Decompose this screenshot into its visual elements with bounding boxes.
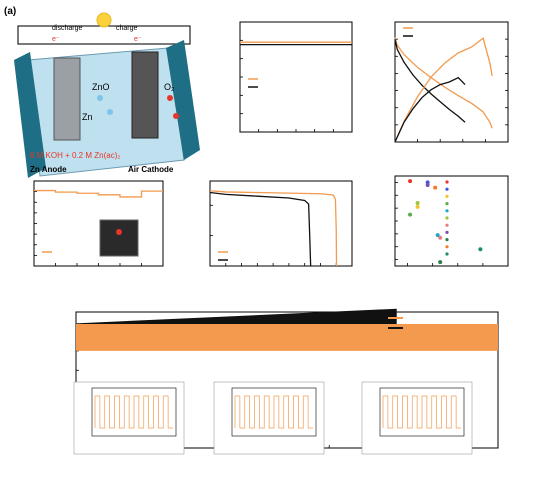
legend-marker <box>445 216 449 220</box>
led-icon <box>116 229 122 235</box>
series-line-3 <box>394 76 466 143</box>
scatter-point <box>435 233 440 238</box>
legend-marker <box>445 180 449 184</box>
legend-marker <box>445 223 449 227</box>
discharge-label: discharge <box>52 25 82 32</box>
series-line-0 <box>34 189 163 198</box>
scatter-point <box>408 212 413 217</box>
scatter-point <box>415 201 420 205</box>
scatter-point <box>433 185 438 190</box>
electrolyte-label: 6 M KOH + 0.2 M Zn(ac)₂ <box>30 151 120 160</box>
scatter-point <box>438 235 443 240</box>
chart-c <box>394 21 509 143</box>
oxygen-dot <box>167 95 173 101</box>
charge-label: charge <box>116 25 138 32</box>
external-circuit <box>17 25 191 45</box>
oxygen-dot <box>173 113 179 119</box>
chart-b <box>239 21 353 133</box>
bulb-icon <box>96 12 112 28</box>
series-line-0 <box>394 37 493 129</box>
cathode-label: Air Cathode <box>128 165 174 174</box>
zn-anode-plate <box>53 57 81 141</box>
plots-layer <box>33 21 509 455</box>
inset-trace <box>234 395 313 429</box>
panel-label-a: (a) <box>4 6 16 17</box>
zno-label: ZnO <box>92 82 110 92</box>
ion-dot <box>107 109 113 115</box>
plot-frame <box>209 180 353 267</box>
series-line-2 <box>394 37 493 143</box>
scatter-point <box>415 204 420 209</box>
device-photo <box>99 219 139 257</box>
series-line-0 <box>209 190 338 267</box>
legend-marker <box>445 202 449 206</box>
zn-label: Zn <box>82 112 93 122</box>
electron-right: e⁻ <box>134 36 142 43</box>
anode-label: Zn Anode <box>30 165 67 174</box>
scatter-point <box>408 179 413 184</box>
scatter-point <box>438 260 443 265</box>
right-wall <box>166 40 200 160</box>
inset-frame <box>231 387 317 437</box>
legend-marker <box>445 252 449 256</box>
series-band-1 <box>76 308 397 324</box>
ion-dot <box>97 95 103 101</box>
series-line-1 <box>394 39 466 123</box>
legend-marker <box>445 209 449 213</box>
scatter-point <box>478 247 483 252</box>
chart-d <box>33 180 164 267</box>
plot-frame <box>394 175 509 267</box>
series-line-1 <box>209 191 312 267</box>
inset-trace <box>94 395 173 429</box>
legend-marker <box>445 194 449 198</box>
o2-label: O₂ <box>164 82 175 92</box>
air-cathode-plate <box>131 51 159 139</box>
legend-marker <box>445 187 449 191</box>
series-band-0 <box>76 323 498 351</box>
plot-frame <box>394 21 509 143</box>
left-wall <box>14 52 46 178</box>
schematic-panel: (a) discharge charge e⁻ e⁻ ZnO Zn O₂ 6 M… <box>4 6 200 178</box>
electron-left: e⁻ <box>52 36 60 43</box>
chart-g <box>73 308 499 455</box>
inset-frame <box>91 387 177 437</box>
chart-f <box>394 175 509 267</box>
plot-frame <box>239 21 353 133</box>
chart-e <box>209 180 353 267</box>
legend-marker <box>445 238 449 242</box>
legend-marker <box>445 230 449 234</box>
inset-frame <box>379 387 465 437</box>
legend-marker <box>445 245 449 249</box>
scatter-point <box>425 183 430 187</box>
inset-trace <box>382 395 461 429</box>
